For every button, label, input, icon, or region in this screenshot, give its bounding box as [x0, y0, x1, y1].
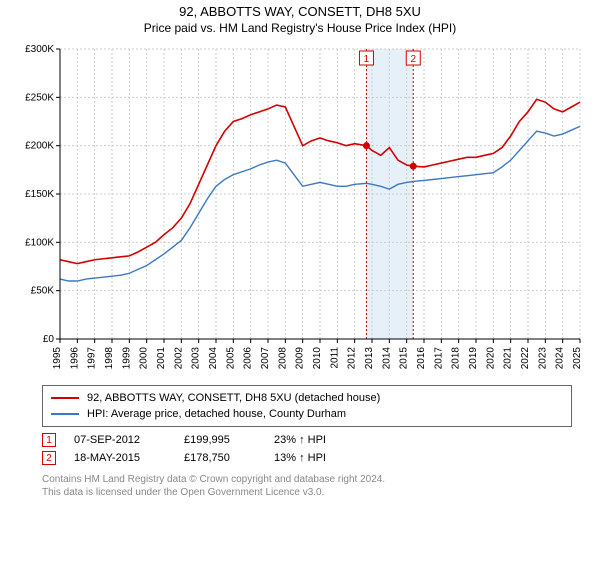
svg-text:2003: 2003 — [191, 347, 202, 370]
svg-text:2010: 2010 — [312, 347, 323, 370]
svg-text:£250K: £250K — [25, 92, 54, 103]
svg-text:2002: 2002 — [173, 347, 184, 370]
svg-text:2014: 2014 — [381, 347, 392, 370]
svg-text:2024: 2024 — [555, 347, 566, 370]
sale-marker-icon: 1 — [42, 433, 56, 447]
legend-item: 92, ABBOTTS WAY, CONSETT, DH8 5XU (detac… — [51, 390, 563, 406]
svg-text:£200K: £200K — [25, 141, 54, 152]
svg-text:1998: 1998 — [104, 347, 115, 370]
svg-text:2013: 2013 — [364, 347, 375, 370]
sale-hpi: 23% ↑ HPI — [274, 431, 364, 449]
svg-text:2018: 2018 — [451, 347, 462, 370]
svg-text:£150K: £150K — [25, 189, 54, 200]
svg-text:£50K: £50K — [31, 286, 55, 297]
sale-hpi: 13% ↑ HPI — [274, 449, 364, 467]
svg-text:2012: 2012 — [347, 347, 358, 370]
svg-text:2007: 2007 — [260, 347, 271, 370]
svg-text:2006: 2006 — [243, 347, 254, 370]
svg-text:2019: 2019 — [468, 347, 479, 370]
svg-text:2004: 2004 — [208, 347, 219, 370]
sale-row: 1 07-SEP-2012 £199,995 23% ↑ HPI — [42, 431, 600, 449]
svg-text:2005: 2005 — [225, 347, 236, 370]
svg-text:2020: 2020 — [485, 347, 496, 370]
legend-item: HPI: Average price, detached house, Coun… — [51, 406, 563, 422]
line-chart: 1 2 £0 £50K £100K £150K £200K £250K £300K 1995 199… — [10, 39, 590, 379]
legend: 92, ABBOTTS WAY, CONSETT, DH8 5XU (detac… — [42, 385, 572, 427]
legend-swatch — [51, 397, 79, 399]
sale-price: £199,995 — [184, 431, 274, 449]
sale-marker-icon: 2 — [42, 451, 56, 465]
sale-date: 18-MAY-2015 — [74, 449, 184, 467]
footer-line: This data is licensed under the Open Gov… — [42, 486, 600, 499]
sale-date: 07-SEP-2012 — [74, 431, 184, 449]
svg-text:2025: 2025 — [572, 347, 583, 370]
svg-text:2023: 2023 — [537, 347, 548, 370]
svg-text:2011: 2011 — [329, 347, 340, 369]
svg-text:2016: 2016 — [416, 347, 427, 370]
svg-text:2009: 2009 — [295, 347, 306, 370]
svg-text:1997: 1997 — [87, 347, 98, 370]
legend-swatch — [51, 413, 79, 415]
svg-text:£100K: £100K — [25, 237, 54, 248]
footer: Contains HM Land Registry data © Crown c… — [42, 473, 600, 499]
footer-line: Contains HM Land Registry data © Crown c… — [42, 473, 600, 486]
svg-text:2021: 2021 — [503, 347, 514, 370]
svg-text:1: 1 — [364, 54, 370, 65]
chart-subtitle: Price paid vs. HM Land Registry's House … — [0, 21, 600, 35]
chart-title: 92, ABBOTTS WAY, CONSETT, DH8 5XU — [0, 4, 600, 19]
svg-text:2017: 2017 — [433, 347, 444, 370]
svg-text:2001: 2001 — [156, 347, 167, 370]
svg-text:1999: 1999 — [121, 347, 132, 370]
svg-text:2008: 2008 — [277, 347, 288, 370]
svg-text:£0: £0 — [43, 334, 55, 345]
legend-label: 92, ABBOTTS WAY, CONSETT, DH8 5XU (detac… — [87, 390, 380, 406]
svg-text:2015: 2015 — [399, 347, 410, 370]
sale-row: 2 18-MAY-2015 £178,750 13% ↑ HPI — [42, 449, 600, 467]
sale-price: £178,750 — [184, 449, 274, 467]
svg-text:2000: 2000 — [139, 347, 150, 370]
chart-area: 1 2 £0 £50K £100K £150K £200K £250K £300K 1995 199… — [10, 39, 590, 379]
svg-text:2022: 2022 — [520, 347, 531, 370]
svg-text:1995: 1995 — [52, 347, 63, 370]
svg-text:2: 2 — [410, 54, 416, 65]
svg-text:£300K: £300K — [25, 44, 54, 55]
svg-text:1996: 1996 — [69, 347, 80, 370]
legend-label: HPI: Average price, detached house, Coun… — [87, 406, 346, 422]
